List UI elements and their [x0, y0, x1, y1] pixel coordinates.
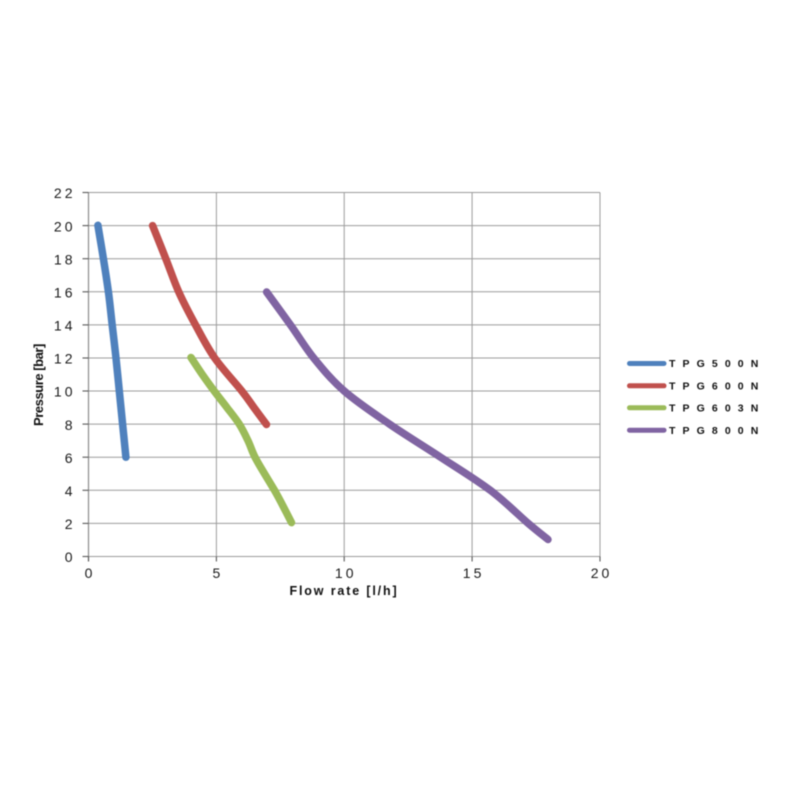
- svg-text:Flow rate [l/h]: Flow rate [l/h]: [290, 584, 399, 598]
- svg-text:20: 20: [591, 565, 613, 581]
- svg-text:18: 18: [54, 251, 76, 267]
- svg-text:5: 5: [213, 565, 224, 581]
- svg-text:20: 20: [54, 218, 76, 234]
- svg-text:8: 8: [65, 417, 76, 433]
- svg-text:22: 22: [54, 185, 76, 201]
- svg-text:4: 4: [65, 483, 76, 499]
- svg-text:TPG800N: TPG800N: [669, 425, 765, 437]
- svg-text:0: 0: [65, 549, 76, 565]
- svg-text:Pressure [bar]: Pressure [bar]: [31, 344, 46, 426]
- svg-text:0: 0: [85, 565, 96, 581]
- svg-text:TPG500N: TPG500N: [669, 358, 765, 370]
- svg-text:10: 10: [335, 565, 357, 581]
- svg-text:12: 12: [54, 351, 76, 367]
- svg-text:TPG600N: TPG600N: [669, 381, 765, 393]
- svg-text:14: 14: [54, 318, 76, 334]
- svg-text:16: 16: [54, 285, 76, 301]
- svg-text:10: 10: [54, 384, 76, 400]
- svg-text:TPG603N: TPG603N: [669, 403, 765, 415]
- svg-text:2: 2: [65, 516, 76, 532]
- svg-text:6: 6: [65, 450, 76, 466]
- svg-text:15: 15: [463, 565, 485, 581]
